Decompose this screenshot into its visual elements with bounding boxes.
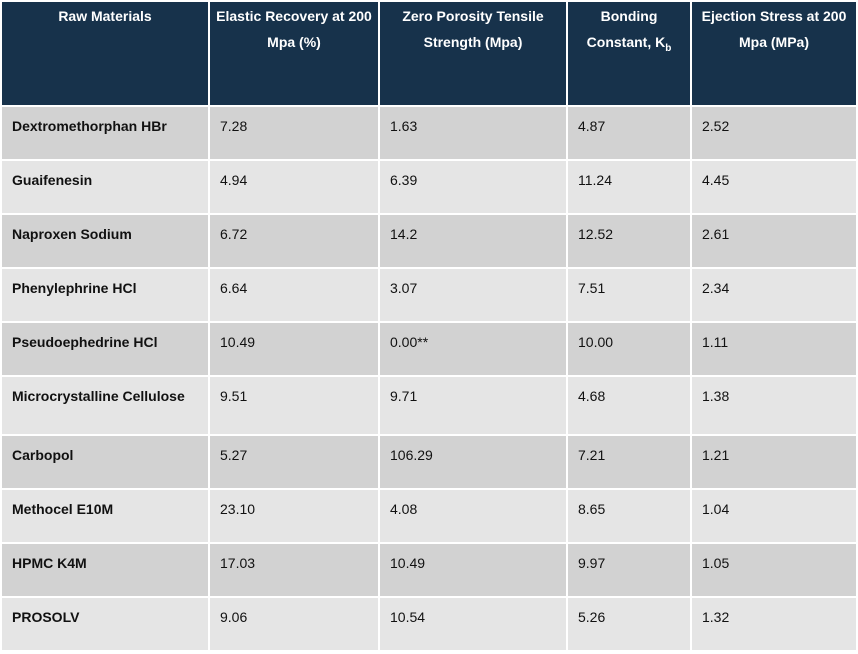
bonding-constant-value: 7.51 <box>566 267 692 324</box>
ejection-stress-value: 1.11 <box>690 321 858 378</box>
table-row: Naproxen Sodium 6.72 14.2 12.52 2.61 <box>0 213 858 270</box>
tensile-strength-value: 4.08 <box>378 487 568 544</box>
material-name: PROSOLV <box>0 595 210 653</box>
table-row: PROSOLV 9.06 10.54 5.26 1.32 <box>0 595 858 653</box>
elastic-recovery-value: 9.06 <box>208 595 380 653</box>
table-header: Raw Materials Elastic Recovery at 200 Mp… <box>0 0 858 107</box>
table-row: Methocel E10M 23.10 4.08 8.65 1.04 <box>0 487 858 544</box>
tensile-strength-value: 106.29 <box>378 433 568 490</box>
table-row: Dextromethorphan HBr 7.28 1.63 4.87 2.52 <box>0 104 858 162</box>
material-name: Dextromethorphan HBr <box>0 104 210 162</box>
material-name: Guaifenesin <box>0 159 210 216</box>
table-row: Carbopol 5.27 106.29 7.21 1.21 <box>0 433 858 490</box>
ejection-stress-value: 1.04 <box>690 487 858 544</box>
tensile-strength-value: 9.71 <box>378 375 568 436</box>
tensile-strength-value: 0.00** <box>378 321 568 378</box>
tensile-strength-value: 10.49 <box>378 541 568 598</box>
table-row: Pseudoephedrine HCl 10.49 0.00** 10.00 1… <box>0 321 858 378</box>
bonding-constant-value: 7.21 <box>566 433 692 490</box>
ejection-stress-value: 2.34 <box>690 267 858 324</box>
material-name: Naproxen Sodium <box>0 213 210 270</box>
ejection-stress-value: 2.61 <box>690 213 858 270</box>
elastic-recovery-value: 10.49 <box>208 321 380 378</box>
bonding-constant-value: 9.97 <box>566 541 692 598</box>
header-ejection-stress: Ejection Stress at 200 Mpa (MPa) <box>690 0 858 107</box>
material-name: Phenylephrine HCl <box>0 267 210 324</box>
elastic-recovery-value: 17.03 <box>208 541 380 598</box>
elastic-recovery-value: 6.72 <box>208 213 380 270</box>
bonding-constant-value: 10.00 <box>566 321 692 378</box>
elastic-recovery-value: 4.94 <box>208 159 380 216</box>
tensile-strength-value: 3.07 <box>378 267 568 324</box>
table-body: Dextromethorphan HBr 7.28 1.63 4.87 2.52… <box>0 104 858 653</box>
header-elastic-recovery: Elastic Recovery at 200 Mpa (%) <box>208 0 380 107</box>
material-name: Methocel E10M <box>0 487 210 544</box>
header-bonding-constant: Bonding Constant, Kb <box>566 0 692 107</box>
material-name: Carbopol <box>0 433 210 490</box>
ejection-stress-value: 2.52 <box>690 104 858 162</box>
bonding-constant-value: 11.24 <box>566 159 692 216</box>
ejection-stress-value: 1.21 <box>690 433 858 490</box>
material-name: HPMC K4M <box>0 541 210 598</box>
tensile-strength-value: 1.63 <box>378 104 568 162</box>
elastic-recovery-value: 7.28 <box>208 104 380 162</box>
material-name: Pseudoephedrine HCl <box>0 321 210 378</box>
tensile-strength-value: 6.39 <box>378 159 568 216</box>
bonding-constant-value: 12.52 <box>566 213 692 270</box>
ejection-stress-value: 1.32 <box>690 595 858 653</box>
ejection-stress-value: 1.05 <box>690 541 858 598</box>
material-name: Microcrystalline Cellulose <box>0 375 210 436</box>
header-raw-materials: Raw Materials <box>0 0 210 107</box>
bonding-constant-value: 5.26 <box>566 595 692 653</box>
ejection-stress-value: 1.38 <box>690 375 858 436</box>
bonding-constant-value: 4.68 <box>566 375 692 436</box>
elastic-recovery-value: 5.27 <box>208 433 380 490</box>
bonding-constant-value: 4.87 <box>566 104 692 162</box>
bonding-constant-value: 8.65 <box>566 487 692 544</box>
tensile-strength-value: 14.2 <box>378 213 568 270</box>
table-row: HPMC K4M 17.03 10.49 9.97 1.05 <box>0 541 858 598</box>
table-row: Guaifenesin 4.94 6.39 11.24 4.45 <box>0 159 858 216</box>
header-tensile-strength: Zero Porosity Tensile Strength (Mpa) <box>378 0 568 107</box>
elastic-recovery-value: 9.51 <box>208 375 380 436</box>
tensile-strength-value: 10.54 <box>378 595 568 653</box>
table-row: Phenylephrine HCl 6.64 3.07 7.51 2.34 <box>0 267 858 324</box>
table-row: Microcrystalline Cellulose 9.51 9.71 4.6… <box>0 375 858 436</box>
elastic-recovery-value: 6.64 <box>208 267 380 324</box>
elastic-recovery-value: 23.10 <box>208 487 380 544</box>
ejection-stress-value: 4.45 <box>690 159 858 216</box>
